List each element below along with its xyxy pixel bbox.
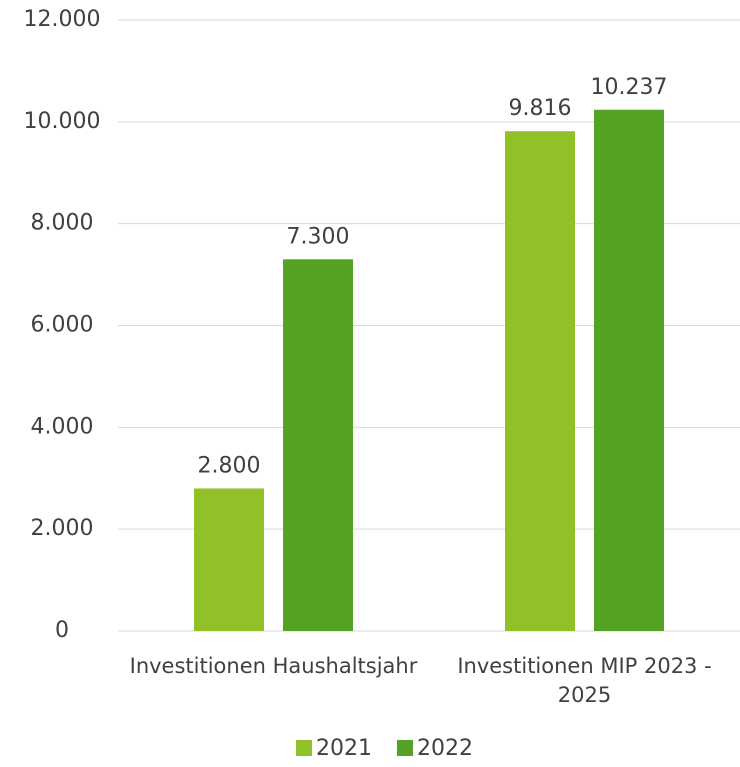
y-tick-label: 0 <box>55 618 69 643</box>
x-tick-label: Investitionen Haushaltsjahr <box>129 654 418 678</box>
data-label: 9.816 <box>509 96 572 121</box>
y-tick-label: 8.000 <box>31 211 94 236</box>
legend-label: 2022 <box>417 736 473 761</box>
y-tick-label: 4.000 <box>31 414 94 439</box>
bar <box>283 259 353 631</box>
legend-swatch <box>296 740 312 756</box>
bar <box>505 131 575 631</box>
y-tick-label: 6.000 <box>31 313 94 338</box>
x-tick-label: Investitionen MIP 2023 - 2025 <box>457 654 712 707</box>
y-tick-label: 10.000 <box>24 109 101 134</box>
data-label: 2.800 <box>198 453 261 478</box>
bar <box>194 488 264 631</box>
legend-label: 2021 <box>316 736 372 761</box>
bar <box>594 109 664 631</box>
y-tick-label: 12.000 <box>24 7 101 32</box>
y-tick-label: 2.000 <box>31 516 94 541</box>
legend-swatch <box>397 740 413 756</box>
data-label: 10.237 <box>591 75 668 100</box>
data-label: 7.300 <box>287 224 350 249</box>
